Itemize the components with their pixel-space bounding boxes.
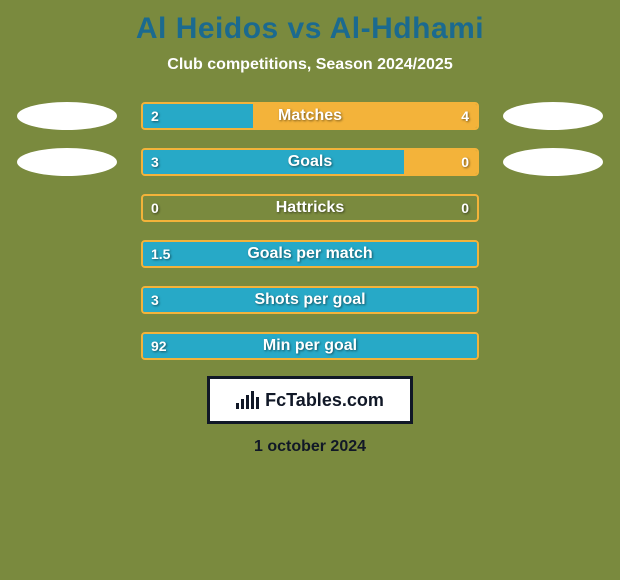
page-title: Al Heidos vs Al-Hdhami [136, 12, 484, 46]
subtitle: Club competitions, Season 2024/2025 [167, 56, 452, 74]
spacer [17, 194, 117, 222]
spacer [503, 286, 603, 314]
bar-fill-left [143, 150, 404, 174]
stat-bar: Hattricks00 [141, 194, 479, 222]
bar-fill-left [143, 104, 253, 128]
stat-row: Shots per goal3 [0, 286, 620, 314]
stat-bar: Shots per goal3 [141, 286, 479, 314]
bar-track [141, 332, 479, 360]
spacer [503, 240, 603, 268]
bar-chart-icon [236, 391, 259, 409]
branding-logo: FcTables.com [207, 376, 413, 424]
bar-track [141, 148, 479, 176]
spacer [17, 332, 117, 360]
bar-fill-left [143, 288, 477, 312]
bar-track [141, 240, 479, 268]
player-right-marker [503, 102, 603, 130]
logo-text: FcTables.com [265, 390, 384, 411]
bar-fill-right [253, 104, 477, 128]
stat-row: Goals30 [0, 148, 620, 176]
stat-row: Goals per match1.5 [0, 240, 620, 268]
player-right-marker [503, 148, 603, 176]
bar-fill-left [143, 242, 477, 266]
stat-bar: Goals per match1.5 [141, 240, 479, 268]
stat-bar: Matches24 [141, 102, 479, 130]
player-left-marker [17, 102, 117, 130]
date-label: 1 october 2024 [254, 438, 366, 456]
bar-track [141, 194, 479, 222]
stat-row: Min per goal92 [0, 332, 620, 360]
content-container: Al Heidos vs Al-Hdhami Club competitions… [0, 0, 620, 580]
spacer [17, 286, 117, 314]
stat-bar: Min per goal92 [141, 332, 479, 360]
stat-row: Hattricks00 [0, 194, 620, 222]
bar-track [141, 102, 479, 130]
bar-track [141, 286, 479, 314]
comparison-chart: Matches24 Goals30 Hattricks00 Goals per mat… [0, 102, 620, 360]
spacer [17, 240, 117, 268]
stat-row: Matches24 [0, 102, 620, 130]
spacer [503, 332, 603, 360]
spacer [503, 194, 603, 222]
bar-fill-right [404, 150, 477, 174]
player-left-marker [17, 148, 117, 176]
bar-fill-left [143, 334, 477, 358]
stat-bar: Goals30 [141, 148, 479, 176]
